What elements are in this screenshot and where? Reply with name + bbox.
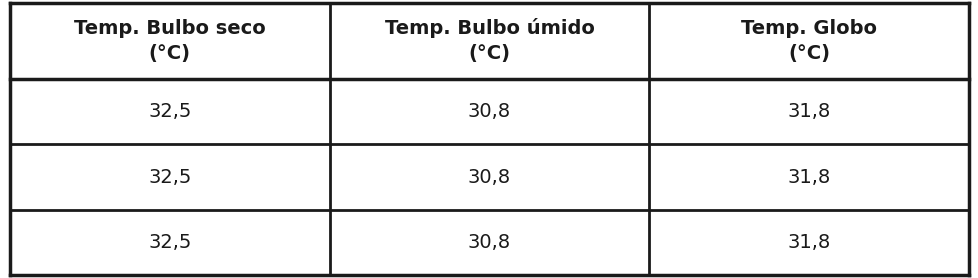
Text: Temp. Bulbo úmido
(°C): Temp. Bulbo úmido (°C) [384,18,594,63]
Text: 31,8: 31,8 [787,168,830,187]
Text: 31,8: 31,8 [787,102,830,121]
Text: 30,8: 30,8 [467,168,511,187]
Text: 30,8: 30,8 [467,102,511,121]
Text: 32,5: 32,5 [148,102,191,121]
Text: Temp. Globo
(°C): Temp. Globo (°C) [740,19,876,63]
Text: 30,8: 30,8 [467,233,511,252]
Text: Temp. Bulbo seco
(°C): Temp. Bulbo seco (°C) [73,19,265,63]
Text: 31,8: 31,8 [787,233,830,252]
Text: 32,5: 32,5 [148,233,191,252]
Text: 32,5: 32,5 [148,168,191,187]
